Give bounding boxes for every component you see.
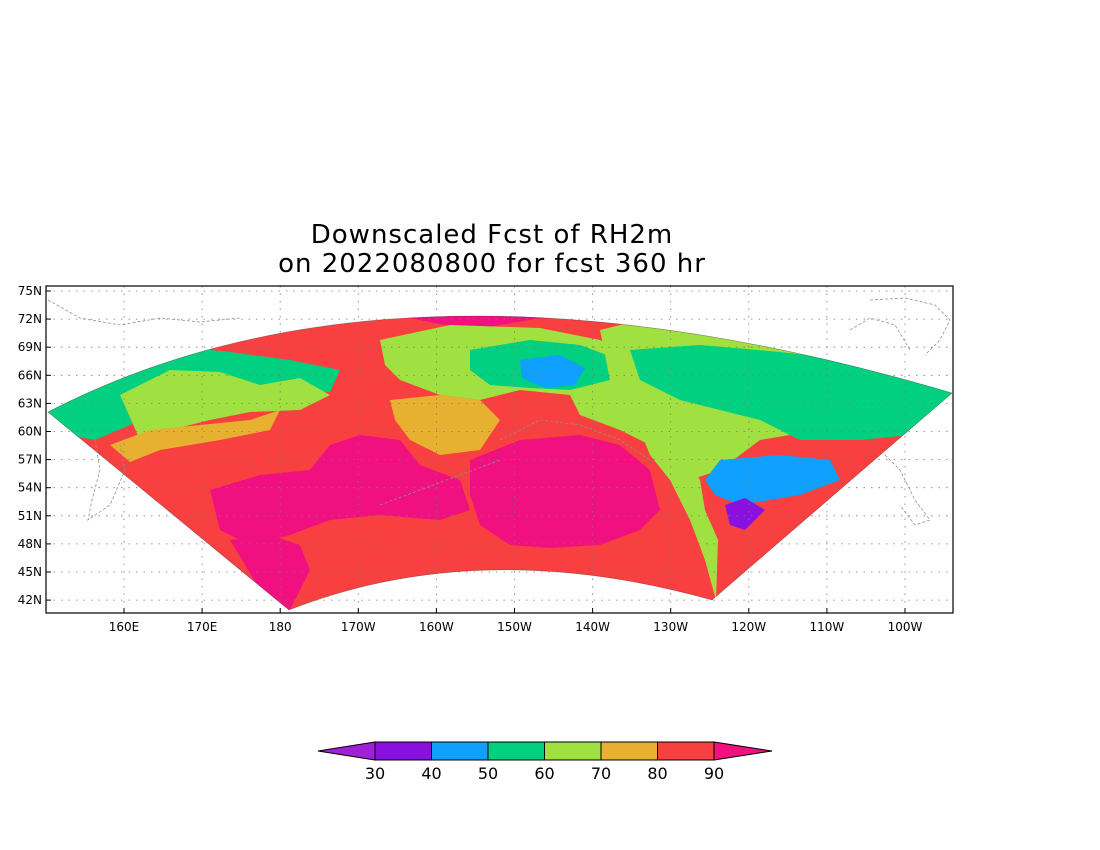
field-region-bering-orange <box>390 395 500 455</box>
lat-tick-label: 42N <box>18 593 42 607</box>
lat-tick-label: 66N <box>18 368 42 382</box>
coastline-canada-east <box>869 297 951 356</box>
colorbar-level-label: 60 <box>534 764 554 783</box>
lat-tick-label: 45N <box>18 565 42 579</box>
colorbar-swatch <box>657 741 715 761</box>
colorbar: 30 40 50 60 70 80 90 <box>317 741 773 783</box>
map-title-line-1: Downscaled Fcst of RH2m <box>311 220 674 250</box>
colorbar-level-label: 80 <box>647 764 667 783</box>
field-region-alaska-blue <box>520 355 585 388</box>
colorbar-level-label: 30 <box>365 764 385 783</box>
lat-tick-label: 60N <box>18 425 42 439</box>
field-region-west-orange <box>110 410 280 462</box>
lat-tick-label: 72N <box>18 312 42 326</box>
lat-tick-label: 48N <box>18 537 42 551</box>
coastline-aleutians <box>379 459 501 506</box>
coastline-siberia-north <box>47 299 241 326</box>
lat-tick-label: 51N <box>18 509 42 523</box>
lat-tick-label: 69N <box>18 340 42 354</box>
lat-tick-label: 54N <box>18 481 42 495</box>
coastline-hudson <box>849 317 911 351</box>
lon-tick-label: 170W <box>341 620 376 634</box>
field-region-coastal-purple <box>725 498 765 530</box>
lon-tick-label: 130W <box>653 620 688 634</box>
lat-tick-label: 75N <box>18 284 42 298</box>
field-region-canada-blue <box>705 455 840 505</box>
colorbar-swatch <box>487 741 545 761</box>
colorbar-level-label: 70 <box>591 764 611 783</box>
colorbar-level-label: 90 <box>704 764 724 783</box>
map-title-line-2: on 2022080800 for fcst 360 hr <box>278 249 706 279</box>
lon-tick-label: 120W <box>731 620 766 634</box>
coastline-alaska-south <box>499 419 651 461</box>
field-region-pacific-magenta-sw <box>230 535 310 610</box>
field-region-arctic-magenta <box>48 315 952 360</box>
field-region-pacific-magenta-west <box>210 435 470 545</box>
map-frame <box>45 285 954 614</box>
colorbar-swatch <box>431 741 489 761</box>
field-region-pacific-magenta-east <box>470 435 660 548</box>
field-region-west-lime <box>120 370 330 440</box>
colorbar-level-label: 50 <box>478 764 498 783</box>
longitude-labels: 160E 170E 180 170W 160W 150W 140W 130W 120W 110W 1… <box>109 620 923 634</box>
colorbar-swatch <box>600 741 658 761</box>
colorbar-swatch <box>544 741 602 761</box>
colorbar-swatch <box>374 741 432 761</box>
lat-tick-label: 57N <box>18 453 42 467</box>
lon-tick-label: 150W <box>497 620 532 634</box>
colorbar-extend-low <box>317 741 376 761</box>
lon-tick-label: 180 <box>269 620 292 634</box>
coastlines <box>47 297 951 526</box>
lon-tick-label: 140W <box>575 620 610 634</box>
lon-tick-label: 160W <box>419 620 454 634</box>
lon-tick-label: 110W <box>810 620 845 634</box>
colorbar-extend-high <box>713 741 773 761</box>
coastline-us-east <box>884 454 931 526</box>
latitude-labels: 75N 72N 69N 66N 63N 60N 57N 54N 51N 48N 45N 42N <box>18 284 42 607</box>
rh2m-field <box>48 315 952 610</box>
colorbar-level-label: 40 <box>421 764 441 783</box>
coastline-kamchatka <box>87 439 126 521</box>
lon-tick-label: 170E <box>187 620 218 634</box>
field-region-coastal-lime <box>640 430 718 600</box>
lat-tick-label: 63N <box>18 396 42 410</box>
domain-boundary <box>47 315 953 611</box>
lon-tick-label: 160E <box>109 620 140 634</box>
lon-tick-label: 100W <box>888 620 923 634</box>
graticule <box>46 286 953 613</box>
